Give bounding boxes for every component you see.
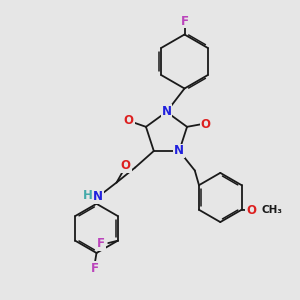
Text: CH₃: CH₃: [262, 206, 283, 215]
Text: H: H: [82, 189, 92, 202]
Text: O: O: [124, 114, 134, 127]
Text: F: F: [181, 14, 189, 28]
Text: O: O: [201, 118, 211, 131]
Text: N: N: [174, 145, 184, 158]
Text: F: F: [97, 237, 105, 250]
Text: O: O: [121, 159, 130, 172]
Text: N: N: [161, 105, 172, 119]
Text: O: O: [246, 204, 256, 217]
Text: F: F: [91, 262, 99, 275]
Text: N: N: [93, 190, 103, 203]
